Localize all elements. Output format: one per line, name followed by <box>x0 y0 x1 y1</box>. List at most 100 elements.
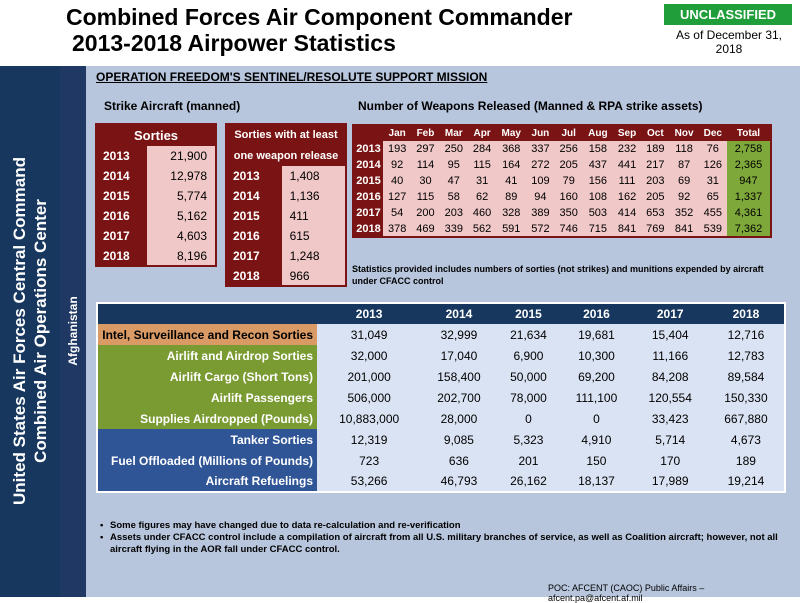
month-header: Jan <box>388 128 406 139</box>
month-header: Oct <box>647 128 664 139</box>
sorties-value: 5,774 <box>146 186 216 206</box>
total-cell: 7,362 <box>726 221 771 237</box>
release-row: 2013 1,408 <box>226 166 346 186</box>
weapons-cell: 158 <box>582 141 613 157</box>
weapons-cell: 108 <box>582 189 613 205</box>
summary-cell: 0 <box>496 408 561 429</box>
sorties-value: 4,603 <box>146 226 216 246</box>
row-label: Airlift Cargo (Short Tons) <box>97 366 317 387</box>
summary-cell: 10,883,000 <box>317 408 422 429</box>
weapons-cell: 92 <box>669 189 699 205</box>
summary-table: 2013 2014 2015 2016 2017 2018 Intel, Surveill… <box>96 302 786 493</box>
weapons-cell: 126 <box>698 157 727 173</box>
release-header-1: Sorties with at least <box>234 129 338 141</box>
year-cell: 2013 <box>233 169 260 183</box>
weapons-cell: 203 <box>439 205 468 221</box>
year-cell: 2017 <box>233 249 260 263</box>
summary-cell: 12,319 <box>317 429 422 450</box>
year-header: 2013 <box>317 303 422 324</box>
weapons-note: Statistics provided includes numbers of … <box>352 264 764 286</box>
weapons-cell: 115 <box>467 157 497 173</box>
sorties-row: 2016 5,162 <box>96 206 216 226</box>
weapons-cell: 297 <box>411 141 440 157</box>
year-cell: 2013 <box>356 143 381 155</box>
year-cell: 2014 <box>233 189 260 203</box>
month-header: Apr <box>473 128 491 139</box>
weapons-cell: 503 <box>582 205 613 221</box>
total-cell: 1,337 <box>726 189 771 205</box>
summary-cell: 50,000 <box>496 366 561 387</box>
row-label: Aircraft Refuelings <box>97 471 317 492</box>
weapons-cell: 414 <box>612 205 642 221</box>
weapons-row: 2014 92 114 95 115 164 272 205 437 441 217 87 126 2,3… <box>353 157 771 173</box>
summary-cell: 46,793 <box>421 471 497 492</box>
weapons-cell: 539 <box>698 221 727 237</box>
weapons-cell: 95 <box>439 157 468 173</box>
sorties-table: Sorties 2013 21,900 2014 12,978 2015 5,774 201… <box>95 123 217 267</box>
weapons-row: 2017 54 200 203 460 328 389 350 503 414 653 352 455 4… <box>353 205 771 221</box>
weapons-cell: 469 <box>411 221 440 237</box>
weapons-cell: 65 <box>698 189 727 205</box>
weapons-corner <box>353 125 383 141</box>
title-line-1: Combined Forces Air Component Commander <box>66 4 573 30</box>
summary-row: Supplies Airdropped (Pounds) 10,883,000 28… <box>97 408 785 429</box>
summary-cell: 18,137 <box>560 471 633 492</box>
release-value: 615 <box>281 226 346 246</box>
weapons-cell: 272 <box>526 157 555 173</box>
weapons-cell: 232 <box>612 141 642 157</box>
weapons-cell: 562 <box>467 221 497 237</box>
year-cell: 2017 <box>103 229 130 243</box>
weapons-cell: 69 <box>669 173 699 189</box>
weapons-cell: 87 <box>669 157 699 173</box>
month-header: Nov <box>674 128 694 139</box>
summary-cell: 201 <box>496 450 561 471</box>
total-cell: 2,365 <box>726 157 771 173</box>
weapons-row: 2013 193 297 250 284 368 337 256 158 232 189 118 76 2… <box>353 141 771 157</box>
summary-cell: 69,200 <box>560 366 633 387</box>
release-row: 2015 411 <box>226 206 346 226</box>
weapons-cell: 115 <box>411 189 440 205</box>
summary-cell: 19,214 <box>707 471 785 492</box>
summary-cell: 4,673 <box>707 429 785 450</box>
weapons-cell: 389 <box>526 205 555 221</box>
month-header: Mar <box>444 128 463 139</box>
weapons-cell: 352 <box>669 205 699 221</box>
summary-cell: 150,330 <box>707 387 785 408</box>
summary-cell: 9,085 <box>421 429 497 450</box>
weapons-cell: 164 <box>496 157 527 173</box>
year-cell: 2018 <box>103 248 130 263</box>
strike-heading: Strike Aircraft (manned) <box>104 99 241 113</box>
weapons-cell: 200 <box>411 205 440 221</box>
year-cell: 2014 <box>103 169 130 183</box>
summary-row: Airlift and Airdrop Sorties 32,000 17,040 6… <box>97 345 785 366</box>
release-value: 1,248 <box>281 246 346 266</box>
year-cell: 2018 <box>356 222 381 235</box>
weapons-cell: 160 <box>554 189 583 205</box>
summary-cell: 0 <box>560 408 633 429</box>
summary-cell: 12,783 <box>707 345 785 366</box>
sorties-value: 12,978 <box>146 166 216 186</box>
summary-cell: 17,989 <box>632 471 708 492</box>
summary-row: Intel, Surveillance and Recon Sorties 31,… <box>97 324 785 345</box>
weapons-cell: 162 <box>612 189 642 205</box>
summary-cell: 150 <box>560 450 633 471</box>
weapons-table: Jan Feb Mar Apr May Jun Jul Aug Sep Oct Nov Dec Tota… <box>352 124 772 238</box>
weapons-cell: 437 <box>582 157 613 173</box>
release-row: 2014 1,136 <box>226 186 346 206</box>
weapons-cell: 572 <box>526 221 555 237</box>
year-cell: 2013 <box>103 149 130 163</box>
sorties-row: 2017 4,603 <box>96 226 216 246</box>
release-value: 411 <box>281 206 346 226</box>
release-table: Sorties with at least one weapon release… <box>225 123 347 287</box>
sorties-value: 21,900 <box>146 146 216 166</box>
weapons-row: 2018 378 469 339 562 591 572 746 715 841 769 841 539… <box>353 221 771 237</box>
weapons-cell: 79 <box>554 173 583 189</box>
row-label: Intel, Surveillance and Recon Sorties <box>97 324 317 345</box>
weapons-cell: 30 <box>411 173 440 189</box>
weapons-cell: 58 <box>439 189 468 205</box>
summary-cell: 4,910 <box>560 429 633 450</box>
weapons-cell: 841 <box>612 221 642 237</box>
summary-cell: 32,999 <box>421 324 497 345</box>
weapons-cell: 256 <box>554 141 583 157</box>
summary-cell: 5,323 <box>496 429 561 450</box>
